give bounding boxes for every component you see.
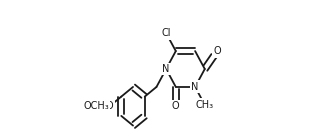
- Text: OCH₃: OCH₃: [83, 101, 109, 111]
- Text: N: N: [162, 64, 170, 74]
- Text: N: N: [191, 82, 199, 92]
- Text: O: O: [172, 101, 179, 111]
- Text: O: O: [106, 101, 113, 111]
- Text: Cl: Cl: [161, 28, 171, 38]
- Text: O: O: [214, 46, 221, 56]
- Text: CH₃: CH₃: [196, 100, 214, 110]
